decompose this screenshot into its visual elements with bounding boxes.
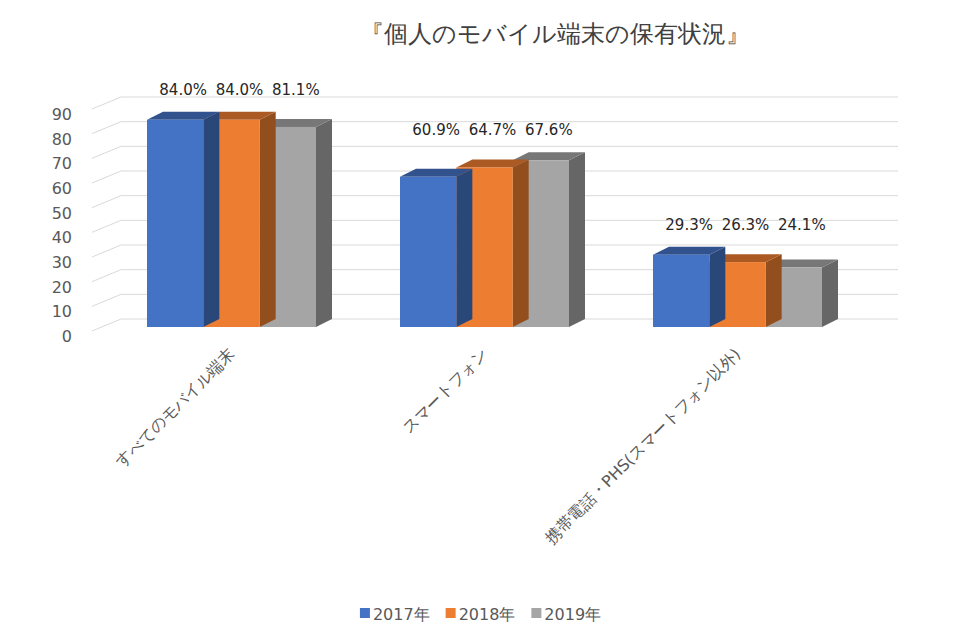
y-tick-label: 10 xyxy=(52,302,72,321)
bar-top xyxy=(147,112,219,120)
data-label: 26.3% xyxy=(722,216,770,234)
legend-swatch xyxy=(360,608,370,618)
bar-top xyxy=(456,159,528,167)
bar-top xyxy=(513,152,585,160)
bar xyxy=(400,177,456,327)
bar-side xyxy=(822,260,838,327)
chart-title: 『個人のモバイル端末の保有状況』 xyxy=(360,20,750,48)
data-label: 24.1% xyxy=(778,216,826,234)
y-tick-label: 50 xyxy=(52,204,72,223)
chart-svg: 『個人のモバイル端末の保有状況』 0 10 20 30 40 50 60 70 80 90 84.0%… xyxy=(0,0,961,641)
legend: 2017年 2018年 2019年 xyxy=(360,605,601,624)
bar-side xyxy=(709,247,725,327)
legend-swatch xyxy=(446,608,456,618)
bar xyxy=(513,160,569,327)
data-label: 84.0% xyxy=(216,81,264,99)
y-tick-label: 20 xyxy=(52,278,72,297)
grid xyxy=(92,97,898,331)
legend-label: 2018年 xyxy=(459,605,516,624)
bars xyxy=(147,112,838,327)
bar-top xyxy=(653,247,725,255)
bar-side xyxy=(316,119,332,327)
bar xyxy=(147,120,203,327)
y-tick-label: 30 xyxy=(52,253,72,272)
bar-side xyxy=(203,112,219,327)
bar-side xyxy=(260,112,276,327)
data-labels: 84.0% 84.0% 81.1% 60.9% 64.7% 67.6% 29.3% 26.3%… xyxy=(159,81,825,234)
data-label: 81.1% xyxy=(272,81,320,99)
bar-top xyxy=(400,169,472,177)
data-label: 84.0% xyxy=(159,81,207,99)
legend-swatch xyxy=(531,608,541,618)
grid-line xyxy=(92,97,898,109)
chart-container: 『個人のモバイル端末の保有状況』 0 10 20 30 40 50 60 70 80 90 84.0%… xyxy=(0,0,961,641)
y-tick-label: 70 xyxy=(52,154,72,173)
x-tick-label: スマートフォン xyxy=(399,344,492,437)
y-tick-label: 40 xyxy=(52,228,72,247)
data-label: 60.9% xyxy=(412,121,460,139)
data-label: 29.3% xyxy=(665,216,713,234)
bar-side xyxy=(513,159,529,327)
bar-side xyxy=(569,152,585,327)
x-tick-label: 携帯電話・PHS(スマートフォン以外) xyxy=(541,344,744,547)
bar-side xyxy=(456,169,472,327)
data-label: 64.7% xyxy=(469,121,517,139)
y-tick-label: 80 xyxy=(52,130,72,149)
x-tick-label: すべてのモバイル端末 xyxy=(112,344,239,471)
bar xyxy=(653,255,709,327)
bar-side xyxy=(766,254,782,327)
y-tick-label: 90 xyxy=(52,105,72,124)
bar xyxy=(456,167,512,327)
legend-label: 2017年 xyxy=(373,605,430,624)
data-label: 67.6% xyxy=(525,121,573,139)
legend-label: 2019年 xyxy=(544,605,601,624)
y-tick-label: 60 xyxy=(52,179,72,198)
y-tick-label: 0 xyxy=(62,327,72,346)
